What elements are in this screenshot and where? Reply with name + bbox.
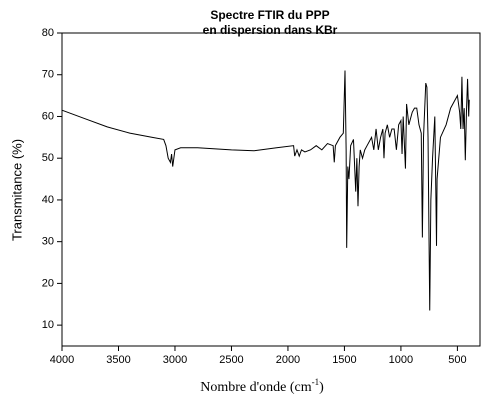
y-tick-label: 40 [42, 194, 54, 206]
x-axis-label-sup: -1 [312, 377, 320, 387]
y-tick-label: 60 [42, 110, 54, 122]
y-tick-label: 50 [42, 152, 54, 164]
x-tick-label: 500 [448, 354, 466, 366]
y-axis-label: Transmitance (%) [9, 139, 24, 241]
x-tick-label: 4000 [50, 354, 74, 366]
spectrum-line [61, 70, 470, 311]
y-tick-label: 80 [42, 27, 54, 39]
chart-title: en dispersion dans KBr [203, 23, 338, 37]
x-tick-label: 1000 [389, 354, 413, 366]
x-tick-label: 1500 [332, 354, 356, 366]
x-tick-label: 2500 [219, 354, 243, 366]
x-axis-label: Nombre d'onde (cm-1) [200, 377, 324, 395]
x-axis-label-close: ) [319, 380, 324, 395]
y-tick-label: 20 [42, 277, 54, 289]
plot-frame [61, 32, 481, 347]
y-tick-label: 10 [42, 319, 54, 331]
x-tick-label: 2000 [276, 354, 300, 366]
x-tick-label: 3500 [106, 354, 130, 366]
chart-title: Spectre FTIR du PPP [210, 8, 329, 22]
y-tick-label: 70 [42, 69, 54, 81]
y-tick-label: 30 [42, 236, 54, 248]
x-tick-label: 3000 [163, 354, 187, 366]
x-axis-label-text: Nombre d'onde (cm [200, 380, 311, 395]
